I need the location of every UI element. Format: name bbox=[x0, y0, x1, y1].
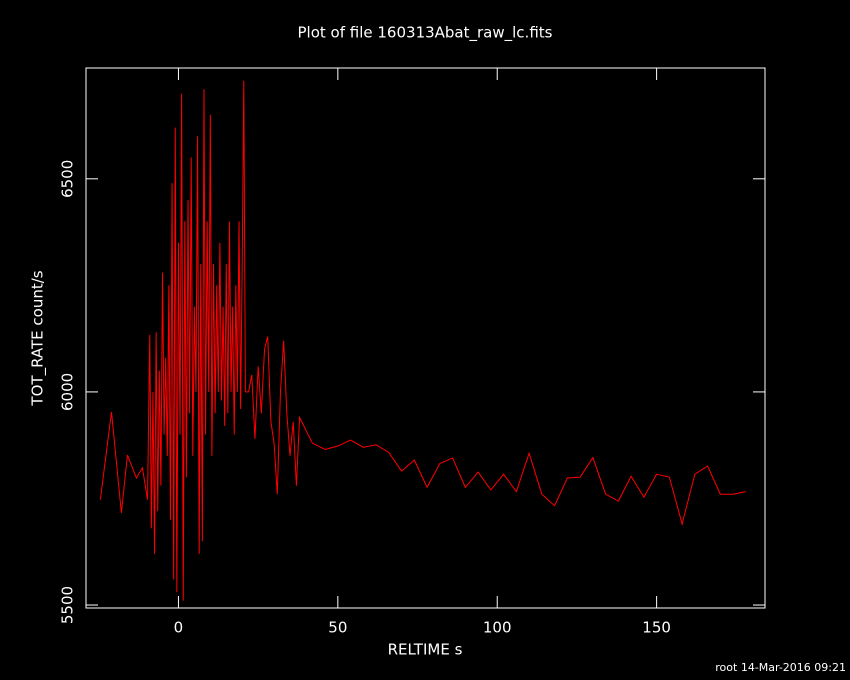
data-line bbox=[99, 80, 746, 601]
footer: root 14-Mar-2016 09:21 bbox=[715, 661, 846, 674]
x-tick-label: 50 bbox=[328, 619, 347, 637]
x-tick-label: 0 bbox=[174, 619, 184, 637]
y-axis-label: TOT_RATE count/s bbox=[29, 270, 48, 406]
x-tick-label: 150 bbox=[642, 619, 671, 637]
x-axis-label: RELTIME s bbox=[388, 641, 463, 659]
y-tick-label: 6000 bbox=[59, 373, 77, 411]
y-tick-label: 6500 bbox=[59, 160, 77, 198]
chart-title: Plot of file 160313Abat_raw_lc.fits bbox=[298, 24, 553, 43]
x-tick-label: 100 bbox=[483, 619, 512, 637]
plot-frame bbox=[85, 67, 766, 609]
y-tick-label: 5500 bbox=[59, 586, 77, 624]
